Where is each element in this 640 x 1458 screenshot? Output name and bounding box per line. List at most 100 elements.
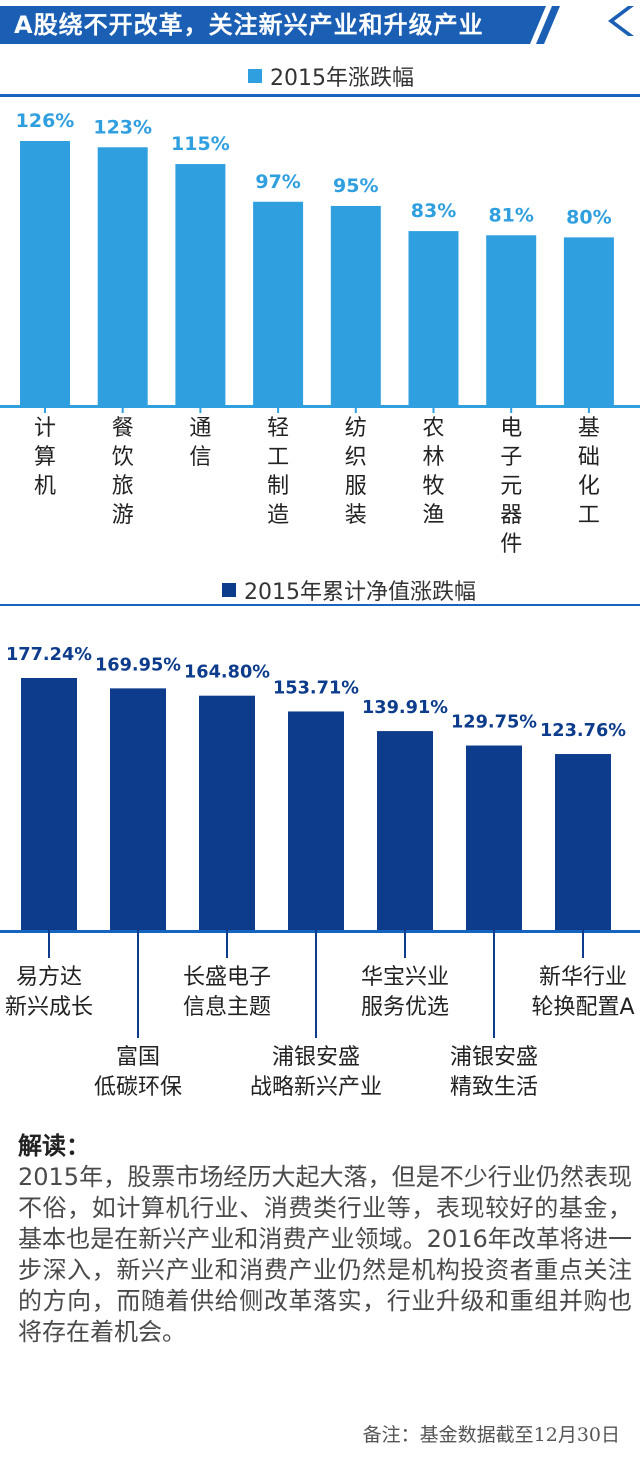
chart1-value-label: 123% xyxy=(93,116,152,138)
chart1-value-label: 95% xyxy=(333,175,378,197)
chart1-category-char: 计 xyxy=(34,416,56,441)
chart1-category-char: 工 xyxy=(578,503,600,528)
chart2-category-line: 新华行业 xyxy=(539,965,627,990)
chart1-category-char: 农 xyxy=(422,416,444,441)
header-banner: A股绕不开改革，关注新兴产业和升级产业 xyxy=(0,6,560,44)
chart1-top-rule xyxy=(0,94,640,97)
chart2-bar xyxy=(555,754,611,930)
chart1-bar xyxy=(563,237,614,405)
chart1-category-char: 纺 xyxy=(345,416,367,441)
chart1-category-char: 林 xyxy=(422,445,444,470)
data-note: 备注：基金数据截至12月30日 xyxy=(356,1420,620,1447)
chart2-bar xyxy=(199,695,255,930)
chart2-top-rule xyxy=(0,604,640,606)
chart2-value-label: 153.71% xyxy=(273,677,359,698)
chart2-value-label: 129.75% xyxy=(451,712,537,733)
chart1-value-label: 97% xyxy=(255,171,300,193)
chart1-value-label: 83% xyxy=(411,200,456,222)
chart1-value-label: 115% xyxy=(171,133,230,155)
chart1-bar xyxy=(20,141,70,405)
chart1-bar xyxy=(330,205,381,405)
chart1-category-char: 件 xyxy=(500,532,522,557)
chart1-value-label: 126% xyxy=(16,110,75,132)
banner-shape xyxy=(0,6,560,44)
chart1-bar xyxy=(408,231,459,405)
chart2-category-line: 低碳环保 xyxy=(94,1075,182,1100)
chart2-category-line: 易方达 xyxy=(16,965,82,990)
chart1-bar xyxy=(97,147,148,405)
chart1-category-char: 织 xyxy=(345,445,367,470)
chart1-category-char: 机 xyxy=(34,474,56,499)
chart2-value-label: 139.91% xyxy=(362,697,448,718)
chart1-category-char: 化 xyxy=(578,474,600,499)
chart1-category-char: 游 xyxy=(112,503,134,528)
chart1-category-char: 轻 xyxy=(267,416,289,441)
chart2-value-label: 177.24% xyxy=(6,644,92,665)
chart2-category-line: 精致生活 xyxy=(450,1075,538,1100)
chart1-category-label: 通信 xyxy=(189,416,211,470)
chart1-plot: 126%计算机123%餐饮旅游115%通信97%轻工制造95%纺织服装83%农林… xyxy=(0,110,640,557)
chart1-category-char: 基 xyxy=(578,416,600,441)
reading-body: 2015年，股票市场经历大起大落，但是不少行业仍然表现不俗，如计算机行业、消费类… xyxy=(18,1163,632,1346)
chevron-left-icon xyxy=(608,6,634,36)
chart2-value-label: 169.95% xyxy=(95,654,181,675)
chart2-bar xyxy=(466,745,522,930)
chart1-category-char: 餐 xyxy=(112,416,134,441)
chart1-bar xyxy=(486,235,537,405)
chart2-value-label: 123.76% xyxy=(540,720,626,741)
chart1-category-char: 子 xyxy=(500,445,522,470)
chart1-bar xyxy=(253,201,304,405)
chart1-category-char: 电 xyxy=(500,416,522,441)
chart2-category-line: 服务优选 xyxy=(361,995,449,1020)
chart2-category-line: 浦银安盛 xyxy=(450,1045,538,1070)
chart1-category-char: 服 xyxy=(345,474,367,499)
reading-title: 解读： xyxy=(18,1132,90,1160)
chart2-legend-label: 2015年累计净值涨跌幅 xyxy=(244,580,476,605)
chart2-legend-swatch xyxy=(222,583,236,597)
chart2-bar xyxy=(110,688,166,930)
chart1-category-char: 饮 xyxy=(112,445,134,470)
chart2-category-line: 富国 xyxy=(116,1045,160,1070)
chart1-category-char: 算 xyxy=(34,445,56,470)
chart1-category-char: 础 xyxy=(578,445,600,470)
chart1-category-char: 装 xyxy=(345,503,367,528)
chart1-category-char: 造 xyxy=(267,503,289,528)
chart1-baseline xyxy=(0,405,640,408)
chart2-category-line: 长盛电子 xyxy=(183,965,271,990)
chart2-value-label: 164.80% xyxy=(184,662,270,683)
chart1-legend: 2015年涨跌幅 xyxy=(248,60,414,92)
chart1-category-char: 工 xyxy=(267,445,289,470)
chart2-category-line: 战略新兴产业 xyxy=(250,1075,382,1100)
chart1-category-label: 计算机 xyxy=(34,416,56,499)
chart1-category-char: 通 xyxy=(189,416,211,441)
chart2-baseline xyxy=(0,930,640,933)
chart2-category-line: 浦银安盛 xyxy=(272,1045,360,1070)
chart1-legend-label: 2015年涨跌幅 xyxy=(270,66,414,91)
chart1-category-char: 牧 xyxy=(422,474,444,499)
chart2-category-line: 新兴成长 xyxy=(5,995,93,1020)
chart1-category-char: 器 xyxy=(500,503,522,528)
chart2-legend: 2015年累计净值涨跌幅 xyxy=(222,574,476,606)
chart2-category-line: 轮换配置A xyxy=(531,995,634,1020)
chart1-category-char: 元 xyxy=(500,474,522,499)
chart2-bar xyxy=(288,711,344,930)
chart1-legend-swatch xyxy=(248,69,262,83)
chart2-bar xyxy=(377,731,433,930)
chart1-category-char: 制 xyxy=(267,474,289,499)
chart2-bar xyxy=(21,678,77,930)
page-title: A股绕不开改革，关注新兴产业和升级产业 xyxy=(14,11,484,39)
chart1-value-label: 81% xyxy=(488,204,533,226)
